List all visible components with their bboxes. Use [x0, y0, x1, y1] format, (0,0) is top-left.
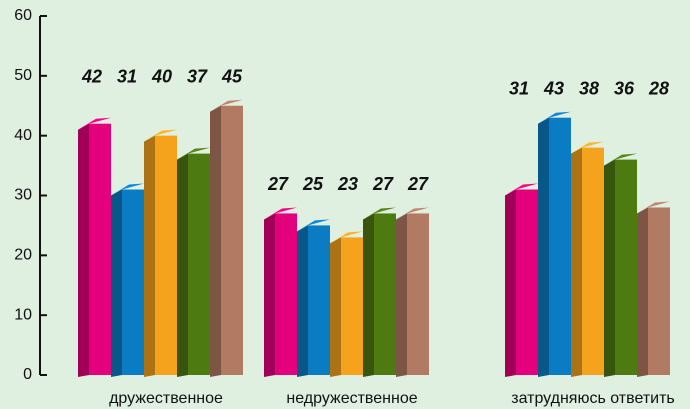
- bar: [330, 231, 363, 377]
- bar: [538, 111, 571, 377]
- bar-top: [78, 117, 111, 130]
- value-label: 38: [579, 78, 599, 98]
- bar-side: [604, 159, 615, 377]
- bar-front: [407, 213, 429, 375]
- value-label: 23: [337, 174, 358, 194]
- value-label: 42: [81, 67, 102, 87]
- value-label: 28: [648, 78, 669, 98]
- bar: [78, 117, 111, 377]
- y-tick-label: 40: [14, 127, 32, 144]
- y-tick-label: 50: [14, 67, 32, 84]
- bar-side: [264, 213, 275, 377]
- x-tick-label: дружественное: [109, 390, 223, 407]
- bar-front: [188, 153, 210, 375]
- bar: [264, 207, 297, 377]
- value-label: 25: [302, 174, 324, 194]
- bar: [396, 207, 429, 377]
- bar-top: [396, 207, 429, 220]
- y-tick-label: 60: [14, 7, 32, 24]
- bar: [604, 153, 637, 377]
- bar-side: [111, 189, 122, 377]
- bar-side: [297, 225, 308, 377]
- value-label: 27: [407, 174, 429, 194]
- bar-top: [264, 207, 297, 220]
- value-label: 27: [267, 174, 289, 194]
- bar-top: [177, 147, 210, 160]
- bar: [637, 201, 670, 377]
- bar-front: [221, 105, 243, 375]
- bar-front: [582, 147, 604, 375]
- bar-side: [363, 213, 374, 377]
- bar: [111, 183, 144, 377]
- value-label: 43: [543, 78, 564, 98]
- bar-top: [571, 141, 604, 154]
- bar-top: [330, 231, 363, 244]
- value-label: 40: [151, 67, 172, 87]
- bar-front: [374, 213, 396, 375]
- bar-top: [538, 111, 571, 124]
- bar-side: [396, 213, 407, 377]
- bar-front: [549, 117, 571, 375]
- x-tick-label: затрудняюсь ответить: [511, 390, 675, 407]
- bar-top: [505, 183, 538, 196]
- bar-front: [516, 189, 538, 375]
- bar-front: [275, 213, 297, 375]
- value-label: 31: [117, 67, 137, 87]
- bar-top: [144, 129, 177, 142]
- bar-front: [89, 123, 111, 375]
- bar-side: [505, 189, 516, 377]
- bar: [363, 207, 396, 377]
- bar-front: [308, 225, 330, 375]
- value-label: 27: [372, 174, 394, 194]
- value-label: 36: [614, 78, 635, 98]
- y-tick-label: 30: [14, 187, 32, 204]
- bar-side: [330, 237, 341, 377]
- y-tick-label: 0: [23, 366, 32, 383]
- bar-front: [648, 207, 670, 375]
- bar-front: [341, 237, 363, 375]
- bar-side: [637, 207, 648, 377]
- bar-front: [155, 135, 177, 375]
- bar-side: [144, 135, 155, 377]
- bar: [210, 99, 243, 377]
- bar-top: [210, 99, 243, 112]
- bar-side: [210, 105, 221, 377]
- bar: [505, 183, 538, 377]
- value-label: 45: [221, 67, 243, 87]
- bar-front: [122, 189, 144, 375]
- bar: [297, 219, 330, 377]
- bar-side: [538, 117, 549, 377]
- bar-side: [78, 123, 89, 377]
- bar-top: [111, 183, 144, 196]
- value-label: 31: [509, 78, 529, 98]
- bar: [571, 141, 604, 377]
- bar-top: [604, 153, 637, 166]
- x-tick-label: недружественное: [286, 390, 417, 407]
- value-label: 37: [187, 67, 208, 87]
- bar-side: [571, 147, 582, 377]
- bar-top: [297, 219, 330, 232]
- bar: [144, 129, 177, 377]
- bar-front: [615, 159, 637, 375]
- bar-side: [177, 153, 188, 377]
- y-tick-label: 20: [14, 247, 32, 264]
- y-tick-label: 10: [14, 306, 32, 323]
- bar-top: [363, 207, 396, 220]
- bar-top: [637, 201, 670, 214]
- bar: [177, 147, 210, 377]
